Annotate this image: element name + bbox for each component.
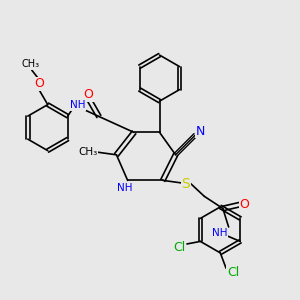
Text: O: O [240, 197, 250, 211]
Text: NH: NH [212, 228, 227, 238]
Text: Cl: Cl [227, 266, 239, 279]
Text: CH₃: CH₃ [78, 147, 97, 157]
Text: N: N [196, 124, 205, 138]
Text: O: O [34, 77, 44, 90]
Text: NH: NH [117, 183, 133, 193]
Text: O: O [84, 88, 94, 101]
Text: CH₃: CH₃ [21, 59, 39, 69]
Text: S: S [182, 177, 190, 190]
Text: NH: NH [70, 100, 86, 110]
Text: Cl: Cl [173, 241, 185, 254]
